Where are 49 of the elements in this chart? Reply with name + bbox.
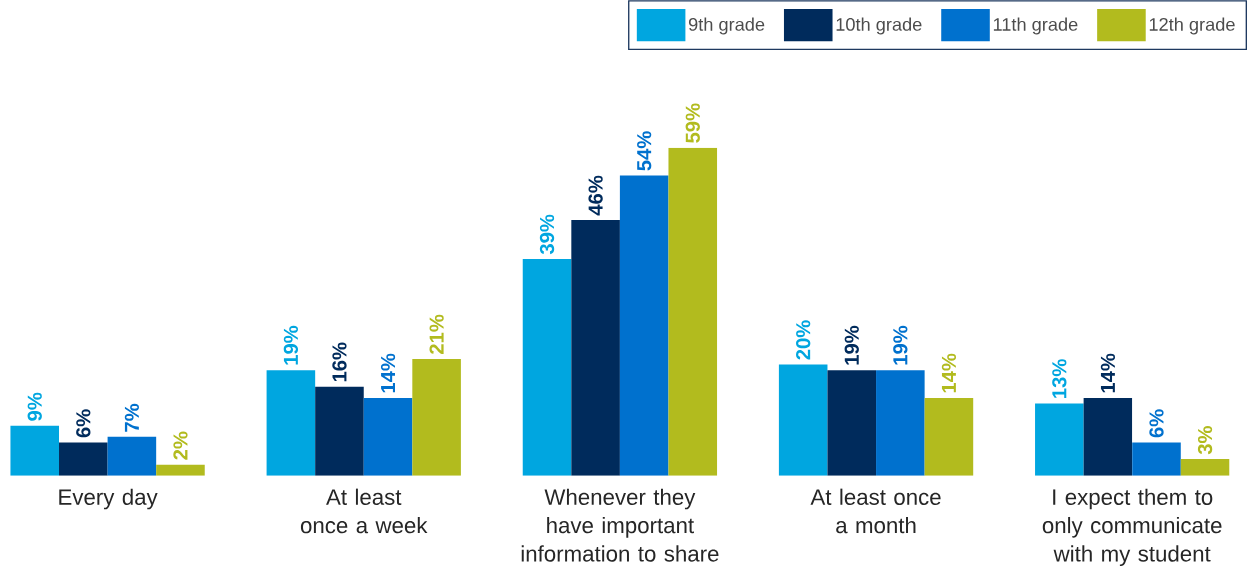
data-label: 46% (588, 175, 603, 216)
bar (412, 359, 461, 476)
bar (571, 220, 620, 476)
data-label: 14% (941, 353, 957, 393)
legend-label: 10th grade (836, 17, 922, 35)
bar (827, 370, 877, 476)
data-label: 6% (1149, 409, 1164, 438)
data-label: 54% (637, 131, 652, 171)
bar (1132, 442, 1181, 476)
data-label: 19% (893, 326, 908, 365)
bar (522, 259, 572, 476)
bar (778, 364, 828, 476)
data-label: 19% (283, 326, 299, 365)
data-label: 59% (685, 103, 700, 144)
bar (10, 425, 60, 476)
x-tick-label: I expect them to only communicate with my student (1042, 488, 1222, 567)
data-label: 3% (1197, 426, 1213, 455)
bar (1083, 398, 1133, 476)
data-label: 21% (429, 314, 444, 355)
x-tick-label: Every day (59, 488, 158, 510)
data-label: 20% (796, 320, 811, 360)
bar (668, 147, 718, 476)
bar (1180, 459, 1230, 476)
data-label: 2% (173, 431, 188, 460)
data-label: 39% (539, 214, 555, 255)
legend-label: 11th grade (993, 17, 1078, 35)
data-label: 6% (76, 409, 91, 438)
bar (156, 464, 205, 476)
bar (107, 437, 157, 476)
x-tick-label: At least once a week (300, 488, 428, 534)
bar (363, 398, 413, 476)
data-label: 14% (380, 353, 396, 393)
bar (924, 398, 974, 476)
bar (266, 370, 316, 476)
data-label: 16% (332, 342, 347, 382)
bar (59, 442, 108, 476)
x-tick-label: At least once a month (810, 488, 941, 534)
data-label: 7% (124, 404, 139, 432)
bar (876, 370, 925, 476)
data-label: 14% (1100, 353, 1116, 393)
bar (619, 175, 669, 476)
legend-label: 9th grade (688, 17, 765, 35)
legend-label: 12th grade (1149, 17, 1235, 35)
bar (315, 387, 364, 476)
bar (1035, 403, 1084, 476)
x-tick-label: Whenever they have important information to share (521, 488, 719, 562)
data-label: 19% (844, 326, 859, 365)
data-label: 13% (1052, 359, 1067, 399)
data-label: 9% (27, 392, 42, 421)
